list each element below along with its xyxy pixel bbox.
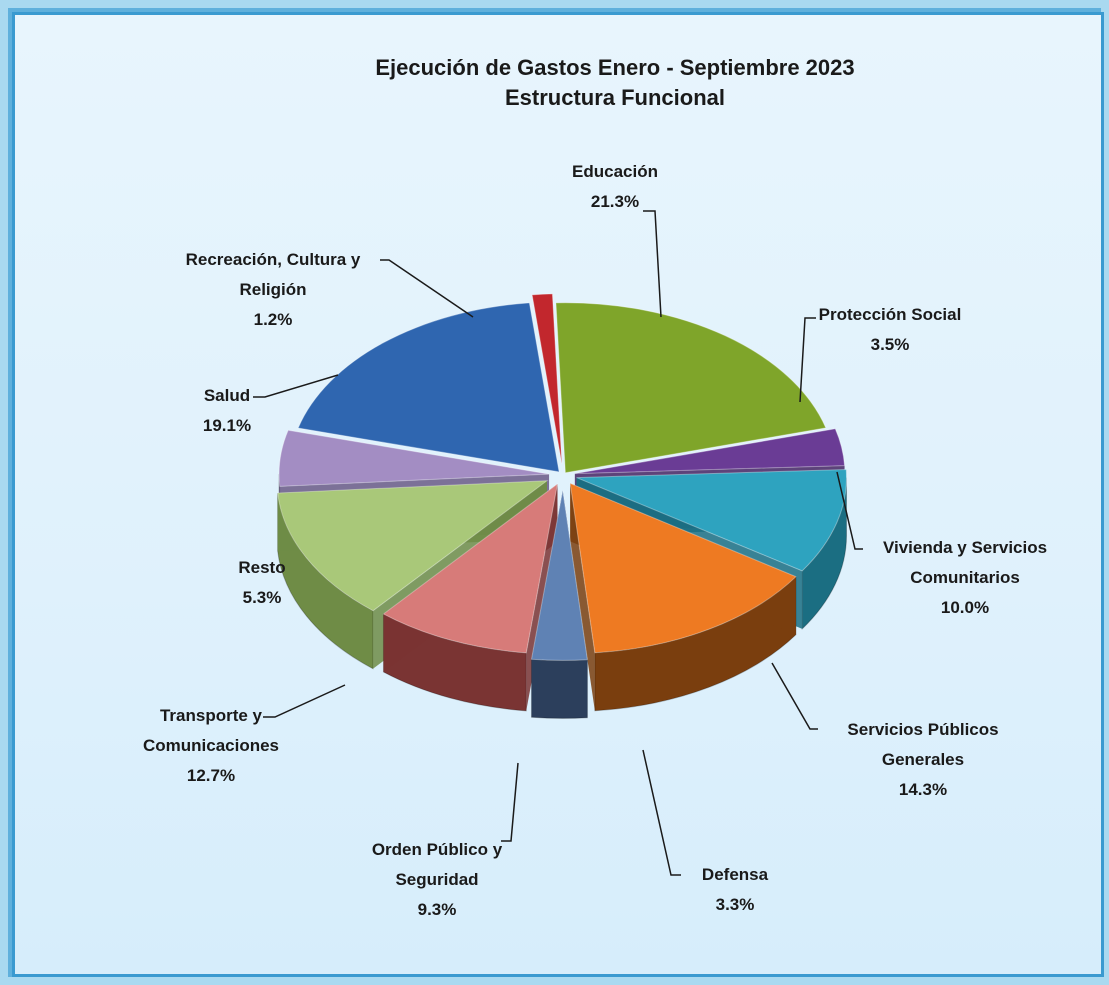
pie-slice-wall <box>570 483 595 711</box>
slice-percent-label: 5.3% <box>243 588 282 607</box>
leader-line <box>836 471 863 550</box>
slice-labels: Educación 21.3% Protección Social 3.5% Vivie… <box>143 162 1047 919</box>
slice-category-label: Servicios Públicos <box>847 720 998 739</box>
slice-category-label: Salud <box>204 386 250 405</box>
slice-category-label: Comunicaciones <box>143 736 279 755</box>
slice-category-label: Seguridad <box>395 870 478 889</box>
pie-chart: Ejecución de Gastos Enero - Septiembre 2… <box>143 55 1047 919</box>
pie-slice-transporte-y <box>277 480 549 612</box>
pie-slice-defensa <box>530 490 588 661</box>
pie-slice-servicios-p-blicos <box>569 482 797 654</box>
slice-percent-label: 10.0% <box>941 598 989 617</box>
pie-slice-protecci-n-social <box>574 428 846 475</box>
slice-category-label: Vivienda y Servicios <box>883 538 1047 557</box>
leader-line <box>253 374 339 398</box>
slice-category-label: Resto <box>238 558 285 577</box>
slice-percent-label: 12.7% <box>187 766 235 785</box>
leader-line <box>771 662 818 730</box>
leader-line <box>380 259 474 318</box>
leader-line <box>643 210 662 318</box>
leader-line <box>799 317 816 403</box>
chart-title: Ejecución de Gastos Enero - Septiembre 2… <box>375 55 854 80</box>
leader-line <box>263 684 346 718</box>
leader-line <box>501 762 519 842</box>
pie-slice-recreaci-n-cultura-y <box>531 293 563 464</box>
slice-category-label: Educación <box>572 162 658 181</box>
slice-category-label: Generales <box>882 750 964 769</box>
pie-slice-resto <box>278 429 550 487</box>
pie-slice-tops <box>277 293 848 661</box>
pie-slice-salud <box>297 302 560 473</box>
slice-category-label: Transporte y <box>160 706 263 725</box>
slice-category-label: Recreación, Cultura y <box>186 250 361 269</box>
chart-panel: Ejecución de Gastos Enero - Septiembre 2… <box>12 12 1104 977</box>
slice-percent-label: 21.3% <box>591 192 639 211</box>
leader-lines <box>253 210 863 876</box>
slice-percent-label: 9.3% <box>418 900 457 919</box>
slice-category-label: Religión <box>239 280 306 299</box>
slice-category-label: Defensa <box>702 865 769 884</box>
leader-line <box>642 749 681 876</box>
slice-percent-label: 3.3% <box>716 895 755 914</box>
pie-slice-orden-p-blico-y <box>382 482 559 654</box>
slice-percent-label: 19.1% <box>203 416 251 435</box>
slice-percent-label: 3.5% <box>871 335 910 354</box>
chart-subtitle: Estructura Funcional <box>505 85 725 110</box>
pie-slice-vivienda-y-servicios <box>576 469 848 572</box>
slice-category-label: Protección Social <box>819 305 962 324</box>
slice-category-label: Comunitarios <box>910 568 1020 587</box>
slice-category-label: Orden Público y <box>372 840 503 859</box>
slice-percent-label: 14.3% <box>899 780 947 799</box>
slice-percent-label: 1.2% <box>254 310 293 329</box>
pie-slice-educaci-n <box>555 302 827 474</box>
